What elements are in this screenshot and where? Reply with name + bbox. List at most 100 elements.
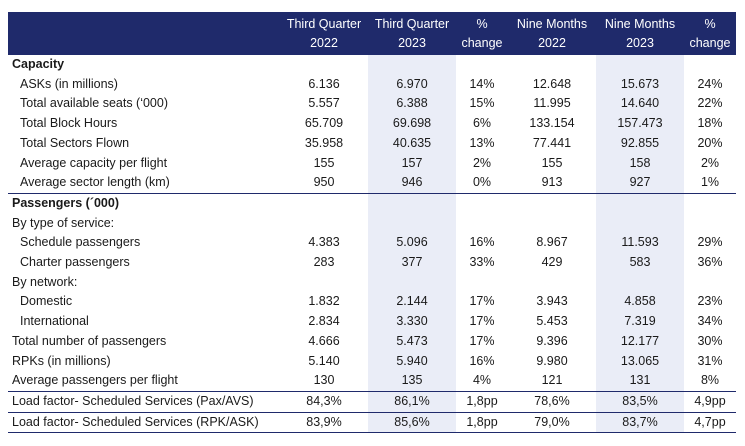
cell-nm-2022: 133.154	[529, 116, 575, 131]
cell-q3-2022: 6.136	[308, 76, 340, 91]
table-row: Average passengers per flight 130 135 4% 121…	[8, 371, 736, 392]
cell-nm-2023: 15.673	[596, 74, 684, 95]
cell-nm-2023: 157.473	[596, 114, 684, 134]
cell-q3-2022	[280, 214, 368, 234]
cell-q3-2022: 4.383	[308, 235, 340, 250]
operating-stats-table: Third Quarter 2022 Third Quarter 2023 % cha…	[8, 12, 736, 434]
cell-nm-2022	[508, 55, 596, 75]
row-label: International	[20, 314, 89, 329]
cell-q3-2023: 2.144	[368, 292, 456, 313]
cell-q3-2023: 69.698	[368, 114, 456, 134]
cell-q-change	[456, 55, 508, 75]
cell-nm-change: 22%	[697, 96, 723, 111]
table-row: Total available seats (‘000) 5.557 6.388 15…	[8, 94, 736, 115]
cell-q3-2023: 6.388	[368, 94, 456, 115]
cell-nm-2023: 83,5%	[596, 391, 684, 413]
cell-nm-change: 2%	[700, 155, 720, 170]
cell-q3-2023	[368, 213, 456, 234]
table-row: Load factor- Scheduled Services (Pax/AVS…	[8, 391, 736, 413]
cell-nm-2022	[508, 214, 596, 234]
section-header-row: Passengers (´000)	[8, 192, 736, 214]
cell-q3-2022: 1.832	[308, 294, 340, 309]
cell-q3-2022	[280, 55, 368, 75]
cell-nm-2022: 121	[508, 371, 596, 392]
cell-nm-2022	[508, 273, 596, 293]
table-row: Domestic 1.832 2.144 17% 3.943 4.858 23%	[8, 292, 736, 313]
row-label: By type of service:	[12, 215, 115, 230]
cell-nm-2023: 13.065	[596, 351, 684, 372]
cell-nm-change: 23%	[697, 294, 723, 309]
row-label: Average sector length (km)	[20, 175, 170, 190]
cell-q3-2023: 5.940	[368, 351, 456, 372]
cell-nm-change: 4,7pp	[684, 412, 736, 434]
cell-nm-2023: 583	[596, 253, 684, 273]
cell-nm-2023: 131	[596, 371, 684, 392]
cell-q3-2023	[368, 55, 456, 75]
cell-q3-2023: 86,1%	[368, 391, 456, 413]
cell-nm-change: 36%	[697, 255, 723, 270]
cell-q3-2022: 155	[313, 155, 335, 170]
row-label: Average capacity per flight	[20, 155, 168, 170]
cell-nm-2022: 9.396	[536, 333, 568, 348]
row-label: Total Block Hours	[20, 116, 118, 131]
cell-q3-2023: 85,6%	[368, 412, 456, 434]
table-row: Charter passengers 283 377 33% 429 583 36%	[8, 253, 736, 273]
cell-q-change: 33%	[469, 255, 495, 270]
cell-q-change	[456, 273, 508, 293]
table-row: By network:	[8, 272, 736, 293]
cell-nm-2023: 927	[596, 173, 684, 194]
cell-q-change: 0%	[472, 175, 492, 190]
cell-nm-2022: 155	[541, 155, 563, 170]
header-q3-2022: Third Quarter 2022	[280, 12, 368, 55]
cell-nm-2022: 78,6%	[508, 391, 596, 413]
table-row: Load factor- Scheduled Services (RPK/ASK…	[8, 412, 736, 434]
table-body: Capacity ASKs (in millions) 6.136 6.970 14% 1…	[8, 55, 736, 434]
cell-q-change: 14%	[469, 76, 495, 91]
section-header-row: Capacity	[8, 55, 736, 75]
header-q3-2023: Third Quarter 2023	[368, 12, 456, 55]
cell-nm-2022: 429	[541, 255, 563, 270]
cell-q3-2022: 130	[280, 371, 368, 392]
cell-nm-change: 20%	[697, 135, 723, 150]
cell-nm-change: 30%	[697, 333, 723, 348]
cell-q3-2023: 377	[368, 253, 456, 273]
cell-nm-change: 31%	[697, 353, 723, 368]
row-label: ASKs (in millions)	[20, 76, 118, 91]
cell-nm-2022: 11.995	[533, 96, 571, 111]
cell-q-change: 2%	[472, 155, 492, 170]
row-label: Load factor- Scheduled Services (Pax/AVS…	[8, 391, 280, 413]
cell-q3-2023: 3.330	[368, 312, 456, 332]
cell-nm-change: 24%	[697, 76, 723, 91]
table-row: RPKs (in millions) 5.140 5.940 16% 9.980 13.0…	[8, 351, 736, 372]
cell-q3-2022: 65.709	[304, 116, 344, 131]
header-blank-cell	[8, 12, 280, 55]
header-q-change: % change	[456, 12, 508, 55]
cell-q-change: 13%	[469, 135, 495, 150]
cell-nm-2022: 9.980	[536, 353, 568, 368]
cell-q3-2023	[368, 192, 456, 214]
header-row: Third Quarter 2022 Third Quarter 2023 % cha…	[8, 12, 736, 55]
cell-nm-2022: 8.967	[536, 235, 568, 250]
cell-nm-2022: 12.648	[532, 76, 572, 91]
table-row: By type of service:	[8, 213, 736, 234]
row-label: Charter passengers	[20, 255, 130, 270]
cell-nm-change: 1%	[700, 175, 720, 190]
cell-q3-2023: 5.473	[368, 331, 456, 352]
cell-q-change: 16%	[469, 353, 495, 368]
table-row: Total Sectors Flown 35.958 40.635 13% 77.441…	[8, 133, 736, 154]
cell-nm-2023	[596, 272, 684, 293]
cell-nm-change: 8%	[684, 371, 736, 392]
cell-q3-2023: 6.970	[368, 74, 456, 95]
row-label: Load factor- Scheduled Services (RPK/ASK…	[8, 412, 280, 434]
table-row: Average sector length (km) 950 946 0% 913 927…	[8, 173, 736, 194]
cell-q3-2023: 135	[368, 371, 456, 392]
header-nm-2022: Nine Months 2022	[508, 12, 596, 55]
cell-q3-2022: 5.557	[308, 96, 340, 111]
cell-nm-2023: 14.640	[596, 94, 684, 115]
cell-q3-2022: 35.958	[304, 135, 344, 150]
cell-q-change	[456, 214, 508, 234]
cell-q3-2022: 2.834	[308, 314, 340, 329]
cell-nm-2022	[508, 192, 596, 214]
section-label: Passengers (´000)	[8, 192, 280, 214]
cell-nm-2022: 913	[541, 175, 563, 190]
